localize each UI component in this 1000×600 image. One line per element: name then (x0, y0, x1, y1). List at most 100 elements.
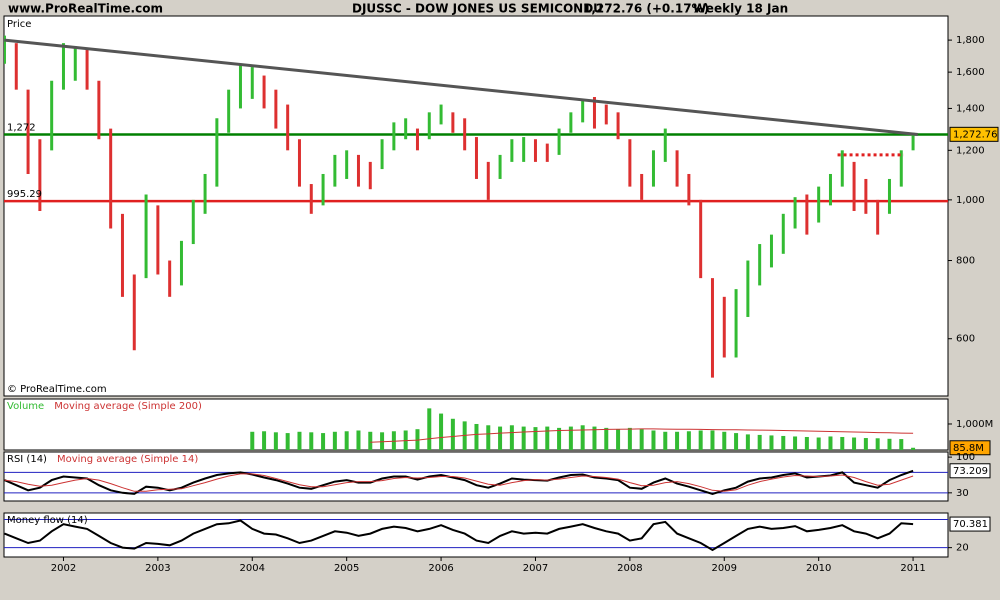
last-label: 70.381 (953, 519, 988, 530)
volume-bar (309, 432, 314, 450)
volume-bar (627, 427, 632, 450)
panel (3, 512, 949, 558)
site-name: www.ProRealTime.com (8, 2, 163, 16)
volume-bar (498, 426, 503, 450)
x-tick-label: 2006 (428, 563, 453, 574)
x-tick-label: 2003 (145, 563, 170, 574)
y-tick-label: 1,600 (956, 67, 985, 78)
last-label: 85.8M (953, 443, 984, 454)
volume-bar (899, 439, 904, 450)
volume-bar (273, 432, 278, 450)
last-label: 73.209 (953, 466, 988, 477)
volume-bar (332, 431, 337, 450)
last-badge (949, 126, 999, 142)
volume-bar (781, 435, 786, 450)
volume-bar (639, 429, 644, 450)
level-label: 995.29 (7, 189, 42, 200)
x-tick-label: 2011 (900, 563, 925, 574)
volume-bar (675, 431, 680, 450)
volume-bar (804, 436, 809, 450)
series-line (4, 473, 914, 492)
last-badge (949, 516, 991, 532)
volume-bar (592, 426, 597, 450)
y-tick-label: 1,200 (956, 145, 985, 156)
volume-bar (521, 426, 526, 450)
x-tick-label: 2008 (617, 563, 642, 574)
instrument-name: DJUSSC - DOW JONES US SEMICONDU (352, 2, 603, 16)
volume-bar (757, 434, 762, 450)
last-badge (949, 463, 991, 479)
y-tick-label: 1,000M (956, 419, 993, 430)
volume-bar (391, 431, 396, 450)
volume-bar (557, 427, 562, 450)
x-tick-label: 2004 (240, 563, 265, 574)
legend-entry: Moving average (Simple 14) (57, 454, 198, 465)
volume-bar (415, 429, 420, 450)
level-label: 1,272 (7, 122, 36, 133)
volume-bar (616, 429, 621, 450)
volume-bar (604, 427, 609, 450)
volume-bar (852, 437, 857, 450)
volume-bar (863, 438, 868, 450)
legend-entry: Volume (7, 401, 44, 412)
y-tick-label: 600 (956, 334, 975, 345)
volume-bar (875, 438, 880, 450)
x-tick-label: 2007 (523, 563, 548, 574)
panel (3, 15, 949, 397)
volume-bar (734, 433, 739, 450)
y-tick-label: 800 (956, 256, 975, 267)
x-tick-label: 2009 (712, 563, 737, 574)
quote: 1,272.76 (+0.17%) (583, 2, 709, 16)
x-tick-label: 2002 (51, 563, 76, 574)
volume-bar (840, 436, 845, 450)
plot-area (4, 519, 948, 552)
y-tick-label: 1,000 (956, 195, 985, 206)
copyright: © ProRealTime.com (7, 384, 107, 395)
volume-bar (887, 438, 892, 450)
volume-bar (250, 431, 255, 450)
volume-bar (380, 432, 385, 450)
legend-entry: RSI (14) (7, 454, 47, 465)
volume-bar (793, 436, 798, 450)
legend-entry: Money flow (14) (7, 515, 88, 526)
volume-bar (509, 425, 514, 450)
volume-bar (545, 426, 550, 450)
last-label: 1,272.76 (953, 129, 998, 140)
volume-bar (262, 431, 267, 450)
volume-bar (533, 427, 538, 450)
y-tick-label: 100 (956, 452, 975, 463)
plot-area (4, 35, 948, 378)
volume-bar (368, 431, 373, 450)
volume-bar (710, 430, 715, 450)
legend-entry: Moving average (Simple 200) (54, 401, 202, 412)
volume-bar (745, 434, 750, 450)
series-line (4, 519, 914, 552)
trend-line (4, 38, 918, 136)
volume-bar (450, 418, 455, 450)
volume-bar (297, 431, 302, 450)
volume-bar (663, 431, 668, 450)
y-tick-label: 20 (956, 543, 969, 554)
volume-bar (698, 430, 703, 450)
x-tick-label: 2010 (806, 563, 831, 574)
panel-title: Price (7, 19, 31, 30)
volume-bar (427, 408, 432, 450)
period: Weekly 18 Jan (693, 2, 788, 16)
volume-bar (722, 431, 727, 450)
y-tick-label: 30 (956, 488, 969, 499)
volume-bar (651, 430, 656, 450)
volume-bar (828, 436, 833, 450)
x-tick-label: 2005 (334, 563, 359, 574)
series-line (4, 469, 914, 495)
volume-bar (439, 413, 444, 450)
volume-bar (568, 426, 573, 450)
plot-area (250, 408, 916, 450)
volume-bar (321, 433, 326, 450)
volume-bar (769, 435, 774, 450)
volume-bar (580, 425, 585, 450)
volume-bar (911, 447, 916, 450)
y-tick-label: 1,400 (956, 103, 985, 114)
volume-bar (816, 437, 821, 450)
